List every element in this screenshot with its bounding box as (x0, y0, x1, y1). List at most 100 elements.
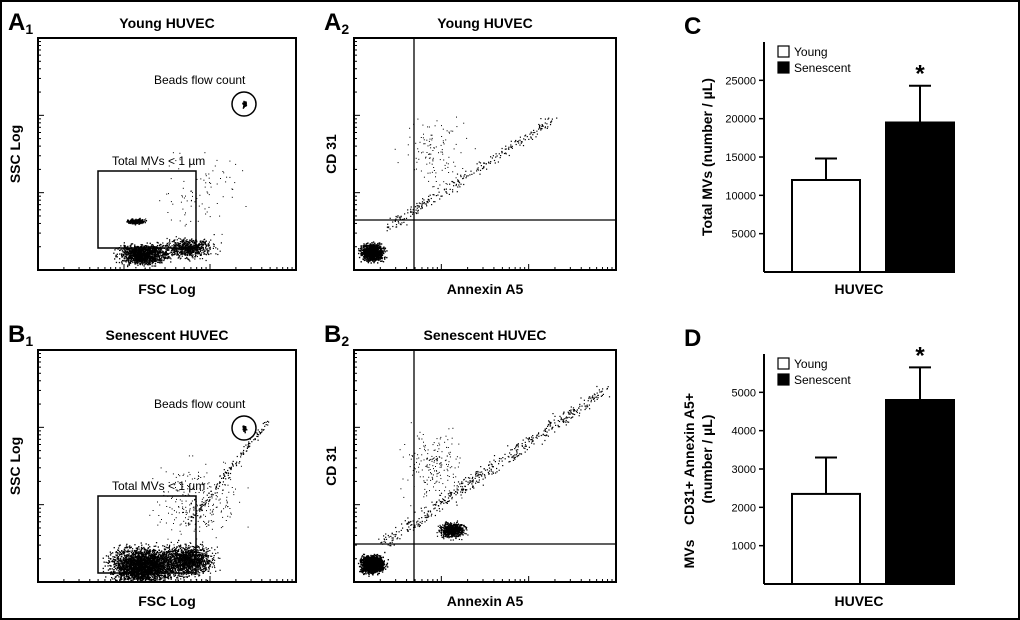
event-dot-B1 (115, 562, 117, 565)
event-dot-B1 (168, 550, 170, 553)
event-dot-A2 (372, 252, 374, 255)
event-dot-B1 (135, 554, 137, 556)
event-dot-A1 (121, 255, 123, 257)
event-dot-A1 (176, 244, 178, 246)
event-dot-A2 (425, 203, 427, 205)
event-dot-A1 (135, 267, 137, 269)
event-dot-A1 (142, 258, 145, 260)
event-dot-A2 (366, 255, 368, 258)
event-dot-A1 (148, 254, 150, 257)
event-dot-A1 (141, 244, 144, 246)
event-dot-A2 (463, 175, 465, 177)
event-dot-A1 (130, 258, 132, 261)
event-dot-A1 (171, 251, 173, 253)
event-dot-B1 (141, 561, 143, 563)
event-dot-A1 (139, 256, 141, 258)
event-dot-B1 (127, 576, 129, 578)
event-dot-B1 (122, 562, 125, 564)
event-dot-A1 (162, 244, 164, 247)
event-dot-A1 (157, 251, 159, 253)
event-dot-A1 (127, 220, 130, 222)
event-dot-A1 (163, 259, 165, 262)
event-dot-A1 (205, 259, 207, 262)
event-dot-A2 (375, 256, 378, 258)
event-dot-A2 (367, 258, 369, 260)
event-dot-A2 (523, 138, 525, 140)
event-dot-A1 (176, 249, 178, 251)
event-dot-A1 (216, 203, 218, 204)
event-dot-B1 (123, 577, 125, 579)
event-dot-B1 (172, 567, 174, 569)
event-dot-A1 (156, 252, 159, 255)
event-dot-A1 (139, 222, 141, 225)
event-dot-A2 (462, 168, 464, 169)
event-dot-A1 (201, 249, 203, 251)
event-dot-A1 (191, 238, 193, 240)
event-dot-B1 (182, 577, 185, 579)
event-dot-A1 (132, 222, 135, 225)
event-dot-A1 (196, 249, 198, 251)
event-dot-A1 (123, 255, 125, 257)
event-dot-A1 (226, 176, 228, 178)
event-dot-A1 (140, 254, 143, 257)
event-dot-A2 (500, 155, 502, 157)
event-dot-A1 (167, 257, 169, 259)
event-dot-B1 (140, 568, 142, 571)
event-dot-A1 (191, 190, 193, 192)
event-dot-B1 (149, 578, 151, 580)
event-dot-A2 (397, 162, 399, 164)
event-dot-A2 (372, 259, 374, 261)
event-dot-A1 (152, 246, 155, 248)
event-dot-A1 (143, 246, 145, 248)
event-dot-A1 (142, 262, 144, 264)
event-dot-A1 (149, 257, 151, 259)
event-dot-A1 (198, 247, 200, 249)
event-dot-A1 (146, 259, 149, 261)
event-dot-A1 (159, 251, 161, 253)
event-dot-A1 (145, 218, 147, 220)
event-dot-A2 (538, 128, 540, 130)
event-dot-A1 (129, 255, 131, 257)
event-dot-A1 (121, 254, 123, 256)
event-dot-A1 (174, 242, 176, 244)
event-dot-A1 (124, 252, 126, 254)
event-dot-A2 (418, 202, 420, 204)
event-dot-A1 (161, 259, 163, 262)
event-dot-A2 (491, 157, 493, 159)
event-dot-A2 (547, 118, 549, 120)
event-dot-A1 (200, 246, 202, 248)
event-dot-A2 (421, 201, 424, 203)
event-dot-B1 (131, 548, 134, 550)
event-dot-A1 (168, 165, 170, 167)
event-dot-A2 (397, 215, 399, 217)
event-dot-A2 (363, 255, 366, 257)
event-dot-A1 (117, 248, 119, 250)
event-dot-A1 (140, 256, 142, 258)
event-dot-A1 (202, 247, 204, 249)
event-dot-A2 (362, 256, 365, 258)
event-dot-A1 (170, 249, 173, 252)
event-dot-A1 (151, 253, 153, 255)
event-dot-A2 (377, 244, 379, 246)
event-dot-A2 (365, 247, 368, 250)
event-dot-A1 (184, 251, 186, 253)
event-dot-A2 (529, 133, 531, 135)
event-dot-A2 (441, 195, 443, 197)
event-dot-A2 (376, 253, 378, 256)
event-dot-A2 (428, 126, 430, 128)
event-dot-A2 (360, 261, 362, 263)
event-dot-A1 (138, 253, 140, 255)
event-dot-B1 (111, 560, 113, 563)
event-dot-B1 (146, 575, 149, 577)
event-dot-B1 (125, 557, 127, 559)
gate-label-A1: Total MVs < 1 µm (112, 154, 205, 168)
event-dot-B1 (155, 542, 158, 544)
event-dot-B1 (131, 576, 133, 578)
event-dot-B1 (121, 550, 123, 552)
event-dot-A1 (188, 253, 190, 255)
event-dot-A1 (151, 263, 153, 265)
event-dot-A1 (130, 243, 133, 245)
event-dot-A2 (422, 202, 424, 204)
event-dot-B1 (123, 554, 126, 556)
event-dot-A1 (123, 244, 125, 247)
